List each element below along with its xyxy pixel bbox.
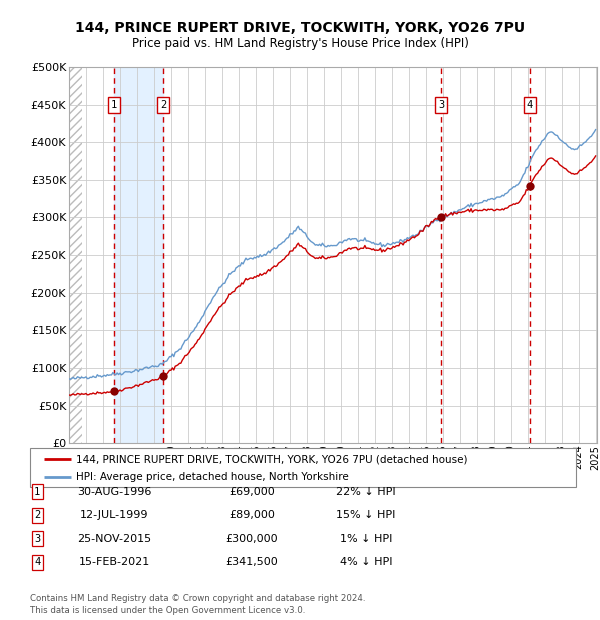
Text: £341,500: £341,500	[226, 557, 278, 567]
Text: £89,000: £89,000	[229, 510, 275, 520]
Text: 15% ↓ HPI: 15% ↓ HPI	[337, 510, 395, 520]
Text: 22% ↓ HPI: 22% ↓ HPI	[336, 487, 396, 497]
Text: Price paid vs. HM Land Registry's House Price Index (HPI): Price paid vs. HM Land Registry's House …	[131, 37, 469, 50]
Text: 25-NOV-2015: 25-NOV-2015	[77, 534, 151, 544]
Text: 4: 4	[527, 100, 533, 110]
Text: 2: 2	[34, 510, 40, 520]
Text: 144, PRINCE RUPERT DRIVE, TOCKWITH, YORK, YO26 7PU: 144, PRINCE RUPERT DRIVE, TOCKWITH, YORK…	[75, 21, 525, 35]
Text: 15-FEB-2021: 15-FEB-2021	[79, 557, 149, 567]
FancyBboxPatch shape	[30, 448, 576, 487]
Text: £69,000: £69,000	[229, 487, 275, 497]
Bar	[114, 67, 163, 443]
Text: HPI: Average price, detached house, North Yorkshire: HPI: Average price, detached house, Nort…	[76, 472, 349, 482]
Text: 144, PRINCE RUPERT DRIVE, TOCKWITH, YORK, YO26 7PU (detached house): 144, PRINCE RUPERT DRIVE, TOCKWITH, YORK…	[76, 454, 468, 464]
Text: 3: 3	[438, 100, 444, 110]
Text: 4% ↓ HPI: 4% ↓ HPI	[340, 557, 392, 567]
Text: 1: 1	[34, 487, 40, 497]
Text: 30-AUG-1996: 30-AUG-1996	[77, 487, 151, 497]
Text: £300,000: £300,000	[226, 534, 278, 544]
Text: 1% ↓ HPI: 1% ↓ HPI	[340, 534, 392, 544]
Text: Contains HM Land Registry data © Crown copyright and database right 2024.
This d: Contains HM Land Registry data © Crown c…	[30, 594, 365, 615]
Text: 4: 4	[34, 557, 40, 567]
Text: 1: 1	[111, 100, 118, 110]
Text: 3: 3	[34, 534, 40, 544]
Text: 2: 2	[160, 100, 166, 110]
Text: 12-JUL-1999: 12-JUL-1999	[80, 510, 148, 520]
